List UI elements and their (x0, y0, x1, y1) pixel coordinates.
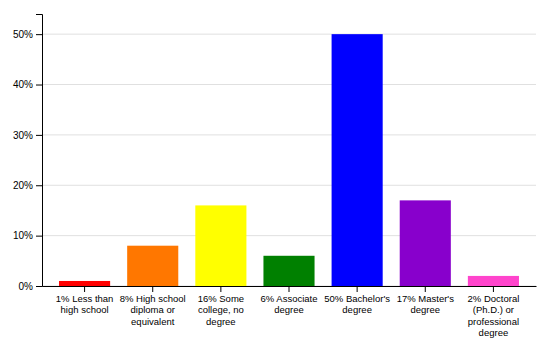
y-tick-label: 30% (13, 130, 33, 141)
x-tick-label: 8% High schooldiploma orequivalent (120, 293, 186, 327)
bar (127, 246, 178, 286)
x-tick-mark (220, 286, 221, 292)
y-tick: 50% (13, 29, 42, 40)
x-tick-mark (425, 286, 426, 292)
y-tick-label: 50% (13, 29, 33, 40)
x-tick-label-line: equivalent (131, 316, 175, 327)
x-tick-label-line: college, no (198, 304, 244, 315)
bar (468, 276, 519, 286)
y-tick-label: 10% (13, 230, 33, 241)
x-tick-mark (357, 286, 358, 292)
x-tick-label: 1% Less thanhigh school (56, 293, 114, 315)
y-tick-mark (36, 286, 42, 287)
bar (332, 34, 383, 286)
bar (195, 205, 246, 286)
x-tick-label-line: 1% Less than (56, 293, 114, 304)
x-tick-mark (493, 286, 494, 292)
y-tick-label: 40% (13, 79, 33, 90)
grid-line (42, 84, 536, 85)
grid-line (42, 34, 536, 35)
grid (42, 34, 536, 286)
y-tick-mark (36, 236, 42, 237)
x-tick-label-line: degree (274, 304, 304, 315)
x-tick-label: 16% Somecollege, nodegree (198, 293, 244, 327)
y-tick-label: 0% (19, 281, 34, 292)
y-axis: 0% 10% 20% 30% 40% 50% (13, 15, 43, 292)
x-tick-label: 50% Bachelor'sdegree (324, 293, 390, 315)
y-tick-mark (36, 185, 42, 186)
grid-line (42, 134, 536, 135)
x-tick-label: 2% Doctoral(Ph.D.) orprofessionaldegree (468, 293, 520, 338)
x-tick-label-line: degree (410, 304, 440, 315)
y-tick-label: 20% (13, 180, 33, 191)
x-axis: 1% Less thanhigh school 8% High schooldip… (43, 286, 537, 338)
bars (59, 34, 519, 286)
x-tick: 2% Doctoral(Ph.D.) orprofessionaldegree (468, 286, 520, 338)
x-tick: 1% Less thanhigh school (56, 286, 114, 315)
grid-line (42, 185, 536, 186)
bar (59, 281, 110, 286)
x-tick-label-line: professional (468, 316, 519, 327)
y-tick: 30% (13, 130, 42, 141)
x-tick-label-line: high school (61, 304, 109, 315)
plot: 0% 10% 20% 30% 40% 50% 1% Less thanhigh school… (13, 15, 537, 338)
x-tick: 50% Bachelor'sdegree (324, 286, 390, 315)
x-tick-label-line: 50% Bachelor's (324, 293, 390, 304)
x-tick-label: 6% Associatedegree (260, 293, 317, 315)
y-tick: 20% (13, 180, 42, 191)
y-tick-mark (36, 135, 42, 136)
x-tick-label-line: 2% Doctoral (468, 293, 520, 304)
chart: 0% 10% 20% 30% 40% 50% 1% Less thanhigh school… (0, 0, 550, 350)
x-tick-label: 17% Master'sdegree (397, 293, 455, 315)
y-tick: 40% (13, 79, 42, 90)
grid-line (42, 235, 536, 236)
x-tick-label-line: degree (342, 304, 372, 315)
x-tick: 16% Somecollege, nodegree (198, 286, 244, 327)
x-tick-label-line: 16% Some (198, 293, 244, 304)
x-tick-label-line: 6% Associate (260, 293, 317, 304)
x-tick-label-line: diploma or (131, 304, 175, 315)
bar (263, 256, 314, 286)
y-axis-line (36, 15, 43, 287)
x-tick-label-line: (Ph.D.) or (473, 304, 514, 315)
bar (400, 200, 451, 286)
y-tick: 0% (19, 281, 42, 292)
x-tick-label-line: 8% High school (120, 293, 186, 304)
x-tick: 8% High schooldiploma orequivalent (120, 286, 186, 327)
x-tick-label-line: 17% Master's (397, 293, 455, 304)
x-tick: 17% Master'sdegree (397, 286, 455, 315)
x-tick-mark (84, 286, 85, 292)
x-tick-label-line: degree (206, 316, 236, 327)
x-tick-label-line: degree (479, 327, 509, 338)
y-tick-mark (36, 34, 42, 35)
y-tick-mark (36, 85, 42, 86)
x-tick: 6% Associatedegree (260, 286, 317, 315)
x-tick-mark (289, 286, 290, 292)
y-tick: 10% (13, 230, 42, 241)
x-tick-mark (152, 286, 153, 292)
